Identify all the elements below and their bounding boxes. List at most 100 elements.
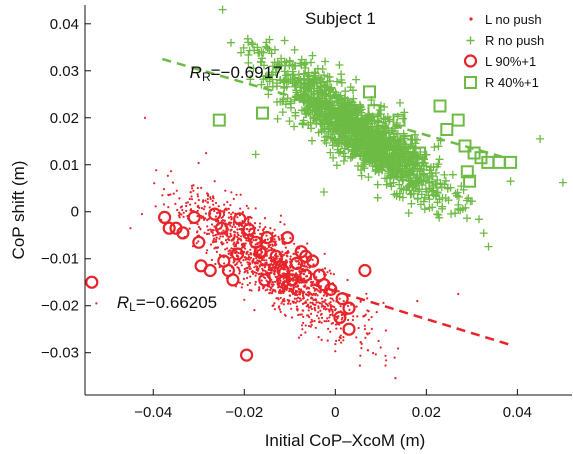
data-point <box>179 206 182 209</box>
data-point <box>214 246 217 249</box>
data-point <box>234 225 237 229</box>
data-point <box>162 188 166 191</box>
data-point <box>240 235 243 238</box>
data-point <box>312 280 315 283</box>
data-point <box>238 281 241 284</box>
plot-area: RR=−0.6917 RL=−0.66205 <box>85 5 567 380</box>
data-point <box>244 51 253 59</box>
data-point <box>279 214 282 217</box>
data-point <box>212 113 226 127</box>
data-point <box>358 364 361 367</box>
data-point <box>207 217 210 220</box>
data-point <box>191 187 194 190</box>
data-point <box>333 142 342 151</box>
data-point <box>440 180 449 189</box>
data-point <box>220 224 223 227</box>
data-point <box>226 247 229 250</box>
data-point <box>268 266 271 270</box>
data-point <box>381 174 389 183</box>
data-point <box>423 173 432 182</box>
data-point <box>399 153 408 162</box>
data-point <box>425 203 434 212</box>
data-point <box>302 292 305 295</box>
data-point <box>278 108 287 117</box>
data-point <box>209 243 213 246</box>
y-tick-label: −0.01 <box>41 251 79 268</box>
data-point <box>284 314 287 317</box>
data-point <box>247 258 250 261</box>
data-point <box>253 222 257 225</box>
data-point <box>301 105 310 114</box>
data-point <box>285 288 288 291</box>
data-point <box>169 170 173 173</box>
data-point <box>313 303 316 306</box>
data-point <box>327 117 336 126</box>
data-point <box>273 308 276 311</box>
data-point <box>307 314 310 317</box>
data-point <box>256 249 259 252</box>
data-point <box>322 307 326 310</box>
data-point <box>440 123 454 136</box>
data-point <box>339 327 342 330</box>
data-point <box>230 247 245 261</box>
data-point <box>215 240 218 243</box>
data-point <box>283 282 286 285</box>
data-point <box>294 279 297 282</box>
data-point <box>296 273 299 277</box>
data-point <box>363 328 367 331</box>
data-point <box>212 229 215 232</box>
data-point <box>257 229 260 232</box>
data-point <box>320 338 323 341</box>
data-point <box>317 317 320 320</box>
data-point <box>334 343 337 346</box>
data-point <box>218 227 221 230</box>
data-point <box>329 313 332 317</box>
data-point <box>379 346 382 349</box>
data-point <box>270 283 273 286</box>
data-point <box>306 118 315 127</box>
data-point <box>305 84 314 93</box>
data-point <box>379 114 388 123</box>
data-point <box>318 302 321 305</box>
data-point <box>248 263 251 266</box>
data-point <box>221 210 224 213</box>
data-point <box>273 238 276 241</box>
data-point <box>368 332 371 335</box>
data-point <box>305 275 308 278</box>
data-point <box>289 266 292 269</box>
data-point <box>210 258 213 262</box>
data-point <box>356 123 365 132</box>
data-point <box>438 204 447 213</box>
data-point <box>320 124 329 133</box>
data-point <box>213 237 216 240</box>
data-point <box>222 212 225 215</box>
data-point <box>228 249 231 252</box>
data-point <box>225 233 229 236</box>
data-point <box>304 270 307 273</box>
data-point <box>292 286 295 289</box>
data-point <box>213 180 216 183</box>
data-point <box>161 194 164 197</box>
data-point <box>333 310 347 325</box>
data-point <box>278 238 281 241</box>
data-point <box>425 195 434 204</box>
data-point <box>327 308 330 311</box>
data-point <box>206 219 209 222</box>
data-point <box>304 284 307 288</box>
y-tick-label: −0.03 <box>41 345 79 362</box>
data-point <box>307 324 311 328</box>
data-point <box>289 255 292 258</box>
data-point <box>355 305 358 308</box>
data-point <box>384 354 387 357</box>
data-point <box>236 240 239 243</box>
data-point <box>274 275 277 278</box>
data-point <box>200 207 204 210</box>
data-point <box>237 251 240 255</box>
data-point <box>235 250 238 253</box>
data-point <box>265 271 268 274</box>
data-point <box>310 284 313 287</box>
data-point <box>280 82 289 91</box>
data-point <box>298 300 301 303</box>
data-point <box>396 98 404 107</box>
y-axis-label: CoP shift (m) <box>9 161 28 260</box>
